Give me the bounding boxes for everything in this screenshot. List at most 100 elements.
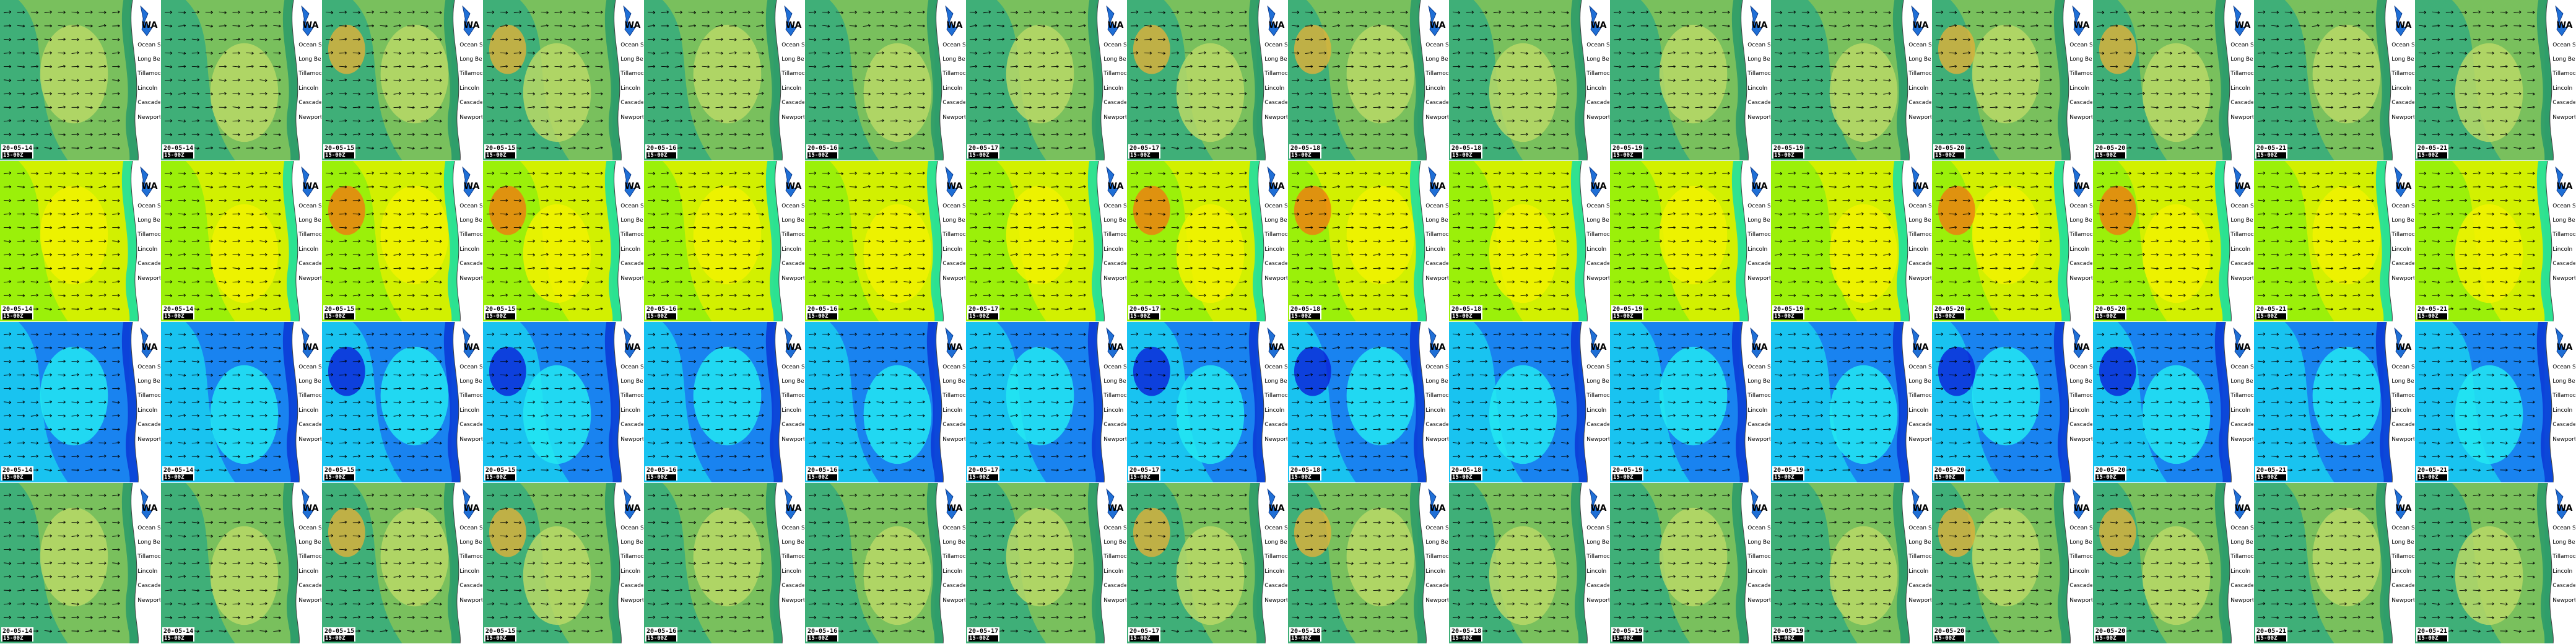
wind-arrow-icon (71, 307, 79, 311)
wind-arrow-icon (1346, 38, 1354, 41)
wind-arrow-icon (1547, 64, 1556, 68)
wind-arrow-icon (2339, 51, 2347, 55)
wind-arrow-icon (527, 172, 535, 175)
wind-arrow-icon (273, 185, 281, 189)
wind-arrow-icon (2486, 78, 2494, 82)
wind-arrow-icon (2500, 92, 2508, 95)
wind-arrow-icon (1171, 253, 1179, 256)
wind-arrow-icon (863, 79, 871, 82)
wind-arrow-icon (1130, 240, 1139, 243)
wind-arrow-icon (98, 92, 107, 96)
wind-arrow-icon (715, 24, 723, 27)
place-label: Newport (1586, 276, 1609, 282)
wind-arrow-icon (903, 226, 912, 229)
place-label: Lincoln (1747, 407, 1767, 414)
wind-arrow-icon (513, 199, 522, 202)
wind-arrow-icon (863, 51, 871, 55)
wind-arrow-icon (2486, 65, 2494, 69)
wind-arrow-icon (205, 294, 213, 297)
wind-arrow-icon (1949, 51, 1957, 55)
wind-arrow-icon (674, 253, 683, 257)
wind-arrow-icon (688, 146, 696, 150)
wind-arrow-icon (1198, 267, 1206, 270)
forecast-date: 20-05-18 (1290, 145, 1320, 152)
wind-arrow-icon (1318, 212, 1327, 215)
wind-arrow-icon (2473, 92, 2481, 95)
wind-arrow-icon (2191, 133, 2200, 136)
wind-arrow-icon (554, 253, 562, 256)
wind-arrow-icon (1225, 133, 1234, 136)
wind-arrow-icon (2366, 78, 2374, 82)
wind-arrow-icon (112, 267, 120, 270)
timestamp-badge: 20-05-17 15-00Z (967, 305, 1000, 320)
wind-arrow-icon (30, 64, 39, 68)
wind-arrow-icon (1171, 199, 1179, 202)
wind-arrow-icon (2473, 106, 2481, 109)
wind-arrow-icon (1239, 79, 1247, 82)
wind-arrow-icon (742, 51, 751, 55)
wind-arrow-icon (595, 185, 603, 189)
wind-arrow-icon (1708, 65, 1717, 68)
place-label: Cascade H (459, 422, 482, 428)
timestamp-badge: 20-05-19 15-00Z (1772, 144, 1805, 159)
wind-arrow-icon (434, 266, 442, 270)
wind-arrow-icon (1359, 185, 1367, 189)
wind-arrow-icon (366, 79, 374, 82)
wind-arrow-icon (513, 106, 522, 109)
wind-arrow-icon (969, 24, 978, 27)
wind-arrow-icon (352, 38, 361, 41)
place-label: Long Beac (2230, 217, 2253, 224)
wind-arrow-icon (996, 280, 1005, 284)
wind-arrow-icon (1520, 120, 1528, 123)
wind-arrow-icon (702, 133, 710, 136)
wind-arrow-icon (1198, 79, 1206, 82)
wind-arrow-icon (2459, 92, 2467, 96)
wind-arrow-icon (1869, 51, 1878, 55)
